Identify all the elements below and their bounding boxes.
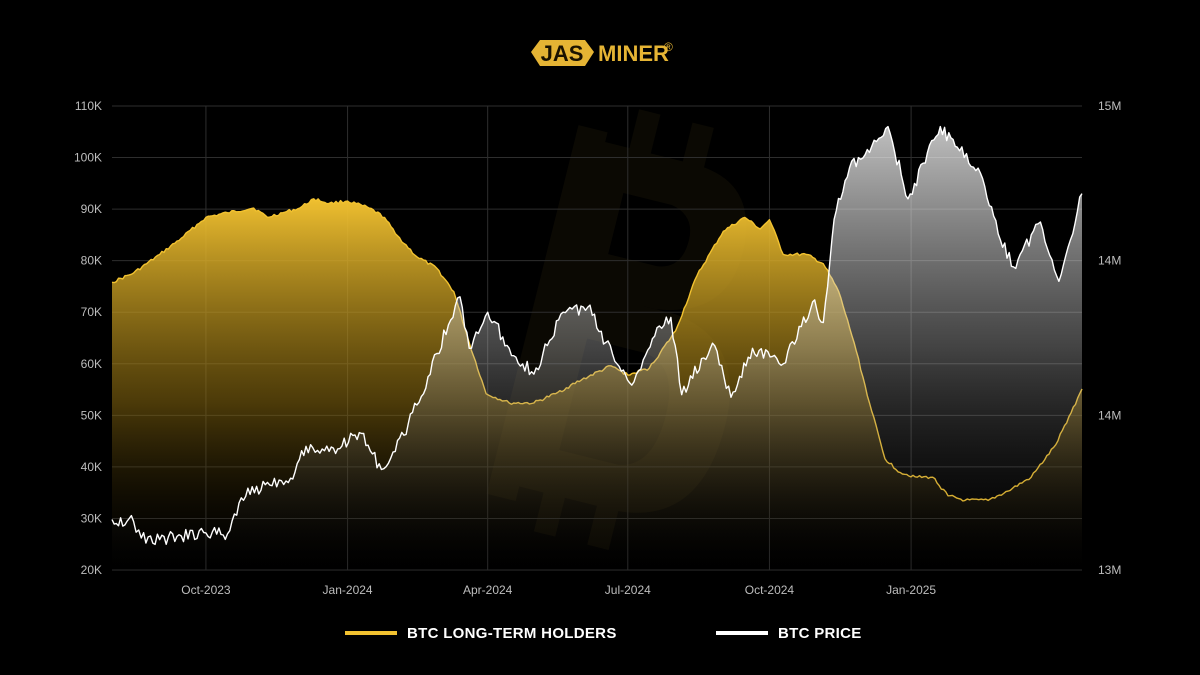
logo-registered: ® — [664, 40, 673, 54]
y-left-tick-label: 40K — [81, 460, 102, 474]
y-left-tick-label: 60K — [81, 357, 102, 371]
y-right-tick-label: 14M — [1098, 408, 1121, 422]
x-tick-label: Jan-2024 — [323, 583, 373, 597]
price-series-line — [111, 125, 1083, 546]
x-axis: Oct-2023 Jan-2024 Apr-2024 Jul-2024 Oct-2024… — [181, 583, 936, 597]
x-tick-label: Jan-2025 — [886, 583, 936, 597]
y-left-tick-label: 20K — [81, 563, 102, 577]
price-series-area — [112, 126, 1082, 570]
y-axis-right: 13M 14M 14M 15M — [1098, 99, 1121, 577]
y-left-tick-label: 90K — [81, 202, 102, 216]
x-tick-label: Oct-2024 — [745, 583, 795, 597]
x-tick-label: Jul-2024 — [605, 583, 651, 597]
logo-prefix: JAS — [541, 41, 584, 66]
x-tick-label: Apr-2024 — [463, 583, 513, 597]
legend-label-price: BTC PRICE — [778, 625, 862, 642]
x-tick-label: Oct-2023 — [181, 583, 231, 597]
legend-swatch-holders — [345, 631, 397, 635]
plot-area — [111, 125, 1083, 571]
y-left-tick-label: 110K — [75, 99, 102, 113]
y-right-tick-label: 13M — [1098, 563, 1121, 577]
y-left-tick-label: 80K — [81, 254, 102, 268]
y-right-tick-label: 14M — [1098, 254, 1121, 268]
y-axis-left: 20K 30K 40K 50K 60K 70K 80K 90K 100K 110K — [74, 99, 102, 577]
y-right-tick-label: 15M — [1098, 99, 1121, 113]
y-left-tick-label: 50K — [81, 408, 102, 422]
brand-logo: JAS MINER ® — [531, 40, 673, 66]
legend-item-holders: BTC LONG-TERM HOLDERS — [345, 625, 617, 642]
y-left-tick-label: 70K — [81, 305, 102, 319]
legend-item-price: BTC PRICE — [716, 625, 862, 642]
y-left-tick-label: 30K — [81, 511, 102, 525]
logo-badge — [531, 40, 594, 66]
logo-suffix: MINER — [598, 41, 669, 66]
legend-label-holders: BTC LONG-TERM HOLDERS — [407, 625, 617, 642]
legend: BTC LONG-TERM HOLDERS BTC PRICE — [345, 625, 862, 642]
legend-swatch-price — [716, 631, 768, 635]
y-left-tick-label: 100K — [74, 151, 102, 165]
